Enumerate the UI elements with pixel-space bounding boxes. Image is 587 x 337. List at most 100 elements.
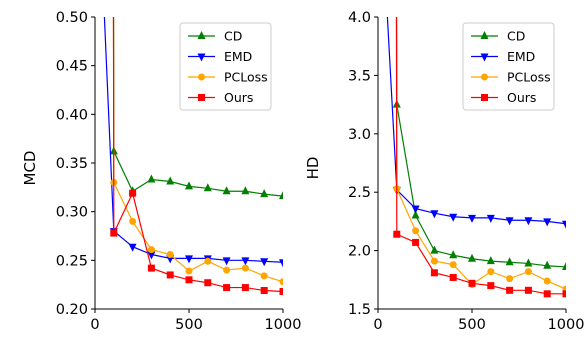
data-point-ours — [412, 238, 420, 246]
legend-marker-ours — [198, 94, 205, 101]
data-point-pcloss — [449, 261, 457, 269]
y-tick-label: 0.25 — [56, 253, 88, 269]
data-point-emd — [505, 217, 514, 226]
y-axis-label: HD — [304, 157, 322, 180]
data-point-emd — [468, 214, 476, 223]
data-point-cd — [543, 260, 552, 269]
x-tick-label: 1000 — [265, 317, 302, 333]
data-point-cd — [505, 257, 514, 266]
data-point-ours — [147, 264, 155, 272]
data-point-pcloss — [241, 264, 249, 272]
data-point-cd — [260, 189, 269, 198]
legend-box — [179, 22, 272, 111]
data-point-emd — [486, 214, 495, 223]
data-point-emd — [562, 220, 566, 229]
legend-box — [462, 22, 555, 111]
data-point-emd — [222, 257, 231, 266]
data-point-emd — [241, 257, 250, 266]
y-tick-label: 0.20 — [56, 302, 88, 318]
data-point-pcloss — [166, 250, 174, 258]
y-tick-label: 4.0 — [348, 10, 371, 26]
data-point-ours — [562, 290, 566, 298]
data-point-emd — [279, 259, 283, 268]
x-tick-label: 500 — [458, 317, 486, 333]
series-group — [103, 17, 283, 295]
y-tick-label: 0.40 — [56, 107, 88, 123]
data-point-ours — [129, 189, 137, 197]
data-point-cd — [468, 253, 476, 262]
y-tick-label: 3.5 — [348, 68, 371, 84]
legend-label-pcloss: PCLoss — [224, 70, 268, 85]
data-point-ours — [449, 273, 457, 281]
y-tick-label: 0.45 — [56, 59, 88, 75]
data-point-cd — [279, 191, 283, 200]
data-point-pcloss — [129, 217, 137, 225]
legend-label-cd: CD — [507, 29, 525, 44]
data-point-pcloss — [430, 257, 438, 265]
data-point-emd — [185, 255, 193, 264]
data-point-emd — [411, 205, 420, 214]
data-point-ours — [223, 284, 231, 292]
data-point-pcloss — [524, 268, 532, 276]
x-tick-label: 1000 — [548, 317, 585, 333]
data-point-emd — [166, 255, 175, 264]
data-point-cd — [185, 181, 193, 190]
data-point-emd — [543, 218, 552, 227]
data-point-pcloss — [204, 257, 212, 265]
data-point-emd — [260, 258, 269, 267]
data-point-ours — [468, 279, 476, 287]
series-group — [386, 17, 566, 298]
data-point-cd — [222, 186, 231, 195]
data-point-ours — [543, 290, 551, 298]
data-point-pcloss — [412, 227, 420, 235]
data-point-emd — [524, 217, 533, 226]
data-point-pcloss — [506, 275, 514, 283]
x-tick-label: 0 — [90, 317, 99, 333]
legend-marker-cd — [480, 31, 489, 39]
legend-label-emd: EMD — [224, 49, 252, 64]
data-point-ours — [241, 284, 249, 292]
data-point-pcloss — [487, 268, 495, 276]
data-point-ours — [204, 279, 212, 287]
data-point-ours — [185, 276, 193, 284]
legend-marker-pcloss — [198, 73, 205, 81]
data-point-cd — [486, 256, 495, 265]
data-point-ours — [487, 282, 495, 290]
y-tick-label: 0.50 — [56, 10, 88, 26]
x-tick-label: 0 — [373, 317, 382, 333]
hd-plot: 1.5 2.0 2.5 3.0 3.5 4.0 0 500 1000 HD CD EMD PCLoss O… — [304, 10, 585, 333]
data-point-ours — [110, 229, 118, 237]
legend-label-cd: CD — [224, 29, 242, 44]
legend-marker-cd — [197, 31, 206, 39]
legend: CD EMD PCLoss Ours — [462, 22, 555, 111]
data-point-pcloss — [147, 246, 155, 254]
legend: CD EMD PCLoss Ours — [179, 22, 272, 111]
data-point-emd — [430, 210, 439, 219]
data-point-cd — [147, 174, 156, 183]
data-point-ours — [166, 271, 174, 279]
legend-label-ours: Ours — [224, 90, 253, 105]
data-point-emd — [147, 251, 156, 260]
legend-label-pcloss: PCLoss — [507, 70, 551, 85]
y-tick-label: 2.5 — [348, 185, 371, 201]
data-point-pcloss — [279, 278, 283, 286]
data-point-pcloss — [223, 266, 231, 274]
data-point-cd — [524, 258, 533, 267]
data-point-pcloss — [185, 267, 193, 275]
y-tick-label: 0.35 — [56, 156, 88, 172]
data-point-ours — [279, 287, 283, 295]
data-point-pcloss — [543, 277, 551, 285]
legend-marker-ours — [481, 94, 488, 101]
y-axis-label: MCD — [21, 151, 39, 186]
y-tick-label: 2.0 — [348, 244, 371, 260]
mcd-plot: 0.20 0.25 0.30 0.35 0.40 0.45 0.50 0 500 1000 MCD C… — [21, 10, 302, 333]
data-point-cd — [449, 250, 458, 259]
legend-marker-emd — [197, 53, 206, 62]
y-tick-label: 1.5 — [348, 302, 371, 318]
data-point-cd — [241, 186, 250, 195]
data-point-ours — [260, 287, 268, 295]
data-point-cd — [203, 183, 212, 192]
data-point-emd — [128, 243, 137, 252]
y-tick-label: 3.0 — [348, 127, 371, 143]
